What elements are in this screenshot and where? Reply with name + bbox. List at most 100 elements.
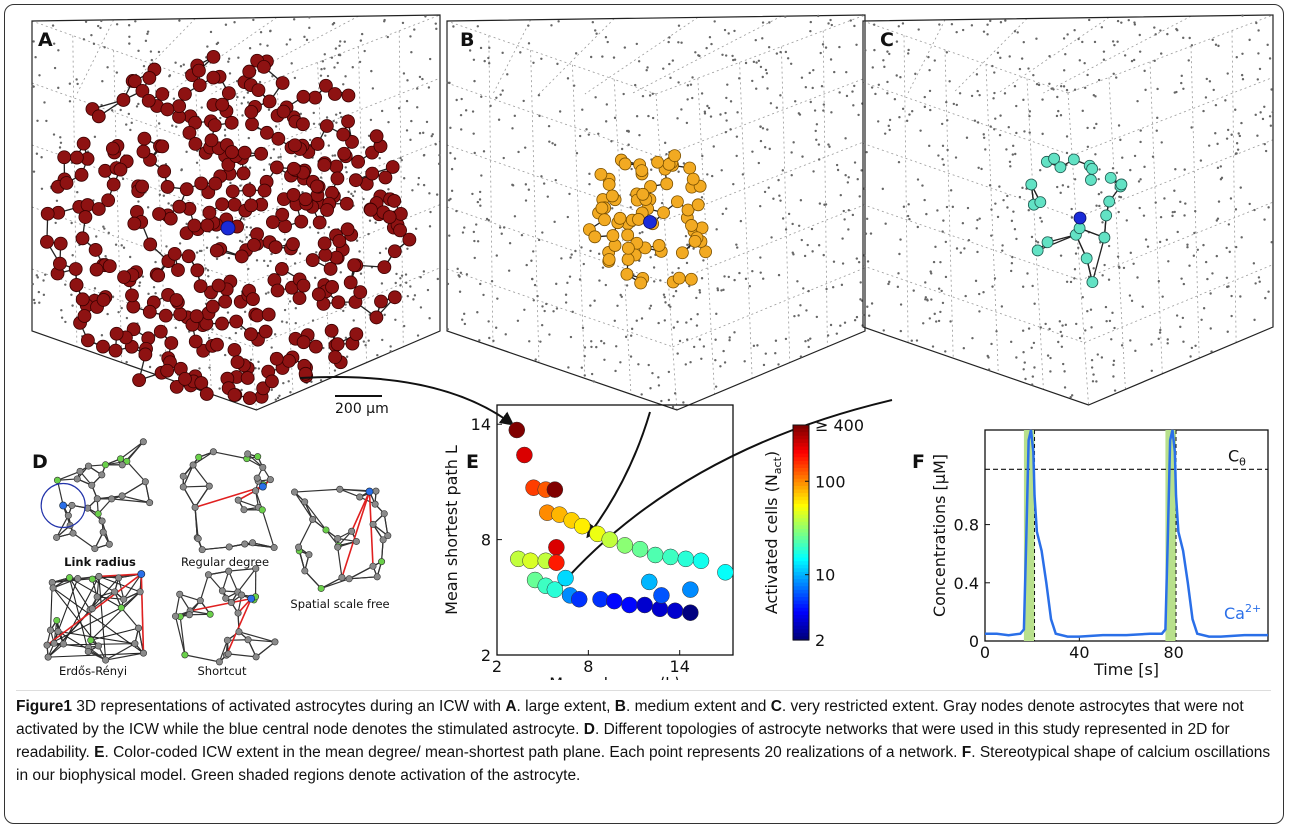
highlight-link — [237, 485, 264, 501]
active-cell — [152, 207, 166, 221]
active-cell — [691, 198, 705, 212]
topology-node — [252, 487, 260, 495]
inactive-cell — [924, 281, 927, 284]
inactive-cell — [1028, 131, 1031, 134]
inactive-cell — [990, 342, 993, 346]
active-cell — [668, 149, 682, 163]
inactive-cell — [434, 143, 437, 146]
panel-label: F — [912, 451, 925, 473]
inactive-cell — [270, 388, 273, 392]
inactive-cell — [707, 106, 711, 110]
inactive-cell — [1156, 116, 1159, 120]
colorbar-tick-label: 10 — [815, 566, 835, 585]
topology-link — [348, 565, 374, 580]
inactive-cell — [345, 170, 348, 174]
inactive-cell — [766, 128, 769, 131]
inactive-cell — [649, 304, 653, 307]
inactive-cell — [649, 256, 652, 259]
cube-grid-line — [1190, 46, 1200, 359]
inactive-cell — [591, 21, 595, 24]
inactive-cell — [1202, 307, 1206, 310]
active-cell — [311, 287, 326, 302]
active-cell — [242, 64, 257, 79]
cube-grid-line — [1231, 30, 1237, 343]
inactive-cell — [335, 121, 338, 124]
inactive-cell — [1039, 216, 1042, 220]
inactive-cell — [358, 250, 361, 253]
center-node — [137, 570, 146, 578]
topology-node — [64, 512, 72, 520]
inactive-cell — [986, 354, 989, 358]
inactive-cell — [533, 283, 537, 287]
inactive-cell — [588, 182, 591, 186]
inactive-cell — [138, 281, 142, 284]
topology-node — [94, 510, 102, 518]
inactive-cell — [1202, 243, 1205, 247]
inactive-cell — [637, 60, 641, 63]
inactive-cell — [103, 46, 106, 49]
topology-node — [118, 461, 126, 469]
inactive-cell — [35, 152, 39, 155]
inactive-cell — [921, 184, 924, 187]
inactive-cell — [803, 254, 807, 258]
inactive-cell — [907, 203, 910, 206]
inactive-cell — [419, 306, 423, 309]
inactive-cell — [409, 138, 412, 142]
inactive-cell — [755, 87, 758, 90]
inactive-cell — [606, 40, 609, 44]
inactive-cell — [614, 369, 617, 373]
inactive-cell — [845, 94, 849, 98]
inactive-cell — [669, 76, 672, 80]
inactive-cell — [436, 277, 440, 281]
inactive-cell — [1117, 124, 1121, 127]
inactive-cell — [479, 204, 482, 207]
topology-node — [196, 597, 204, 605]
inactive-cell — [456, 267, 459, 271]
colorbar-segment — [793, 460, 809, 466]
active-cell — [225, 184, 240, 199]
colorbar-segment — [793, 482, 809, 487]
inactive-cell — [698, 54, 701, 58]
inactive-cell — [809, 337, 812, 340]
inactive-cell — [883, 65, 886, 69]
active-cell — [632, 213, 645, 226]
inactive-cell — [1166, 338, 1169, 341]
topology-node — [227, 599, 235, 607]
inactive-cell — [1100, 26, 1104, 29]
active-cell — [160, 102, 175, 117]
active-cell — [1025, 178, 1038, 191]
inactive-cell — [700, 357, 703, 360]
inactive-cell — [54, 221, 57, 225]
inactive-cell — [919, 129, 922, 132]
inactive-cell — [941, 230, 944, 233]
active-cell — [1103, 195, 1116, 208]
data-point — [548, 554, 565, 571]
active-cell — [208, 176, 223, 191]
topology-network — [40, 438, 154, 553]
inactive-cell — [835, 163, 839, 167]
active-cell — [116, 93, 131, 107]
cube-grid-line — [76, 19, 114, 95]
inactive-cell — [637, 363, 640, 366]
inactive-cell — [59, 136, 62, 139]
inactive-cell — [274, 125, 278, 128]
inactive-cell — [886, 80, 889, 84]
active-cell — [374, 294, 388, 309]
inactive-cell — [839, 193, 842, 197]
inactive-cell — [207, 336, 211, 340]
inactive-cell — [791, 251, 794, 254]
inactive-cell — [899, 303, 903, 306]
active-cell — [319, 78, 333, 93]
inactive-cell — [1066, 33, 1069, 36]
inactive-cell — [104, 255, 107, 258]
topology-node — [95, 572, 103, 580]
inactive-cell — [1035, 82, 1039, 86]
inactive-cell — [473, 239, 476, 243]
inactive-cell — [218, 387, 221, 390]
inactive-cell — [1069, 395, 1072, 399]
inactive-cell — [934, 320, 938, 323]
inactive-cell — [686, 84, 690, 87]
inactive-cell — [545, 302, 548, 306]
inactive-cell — [702, 259, 705, 262]
